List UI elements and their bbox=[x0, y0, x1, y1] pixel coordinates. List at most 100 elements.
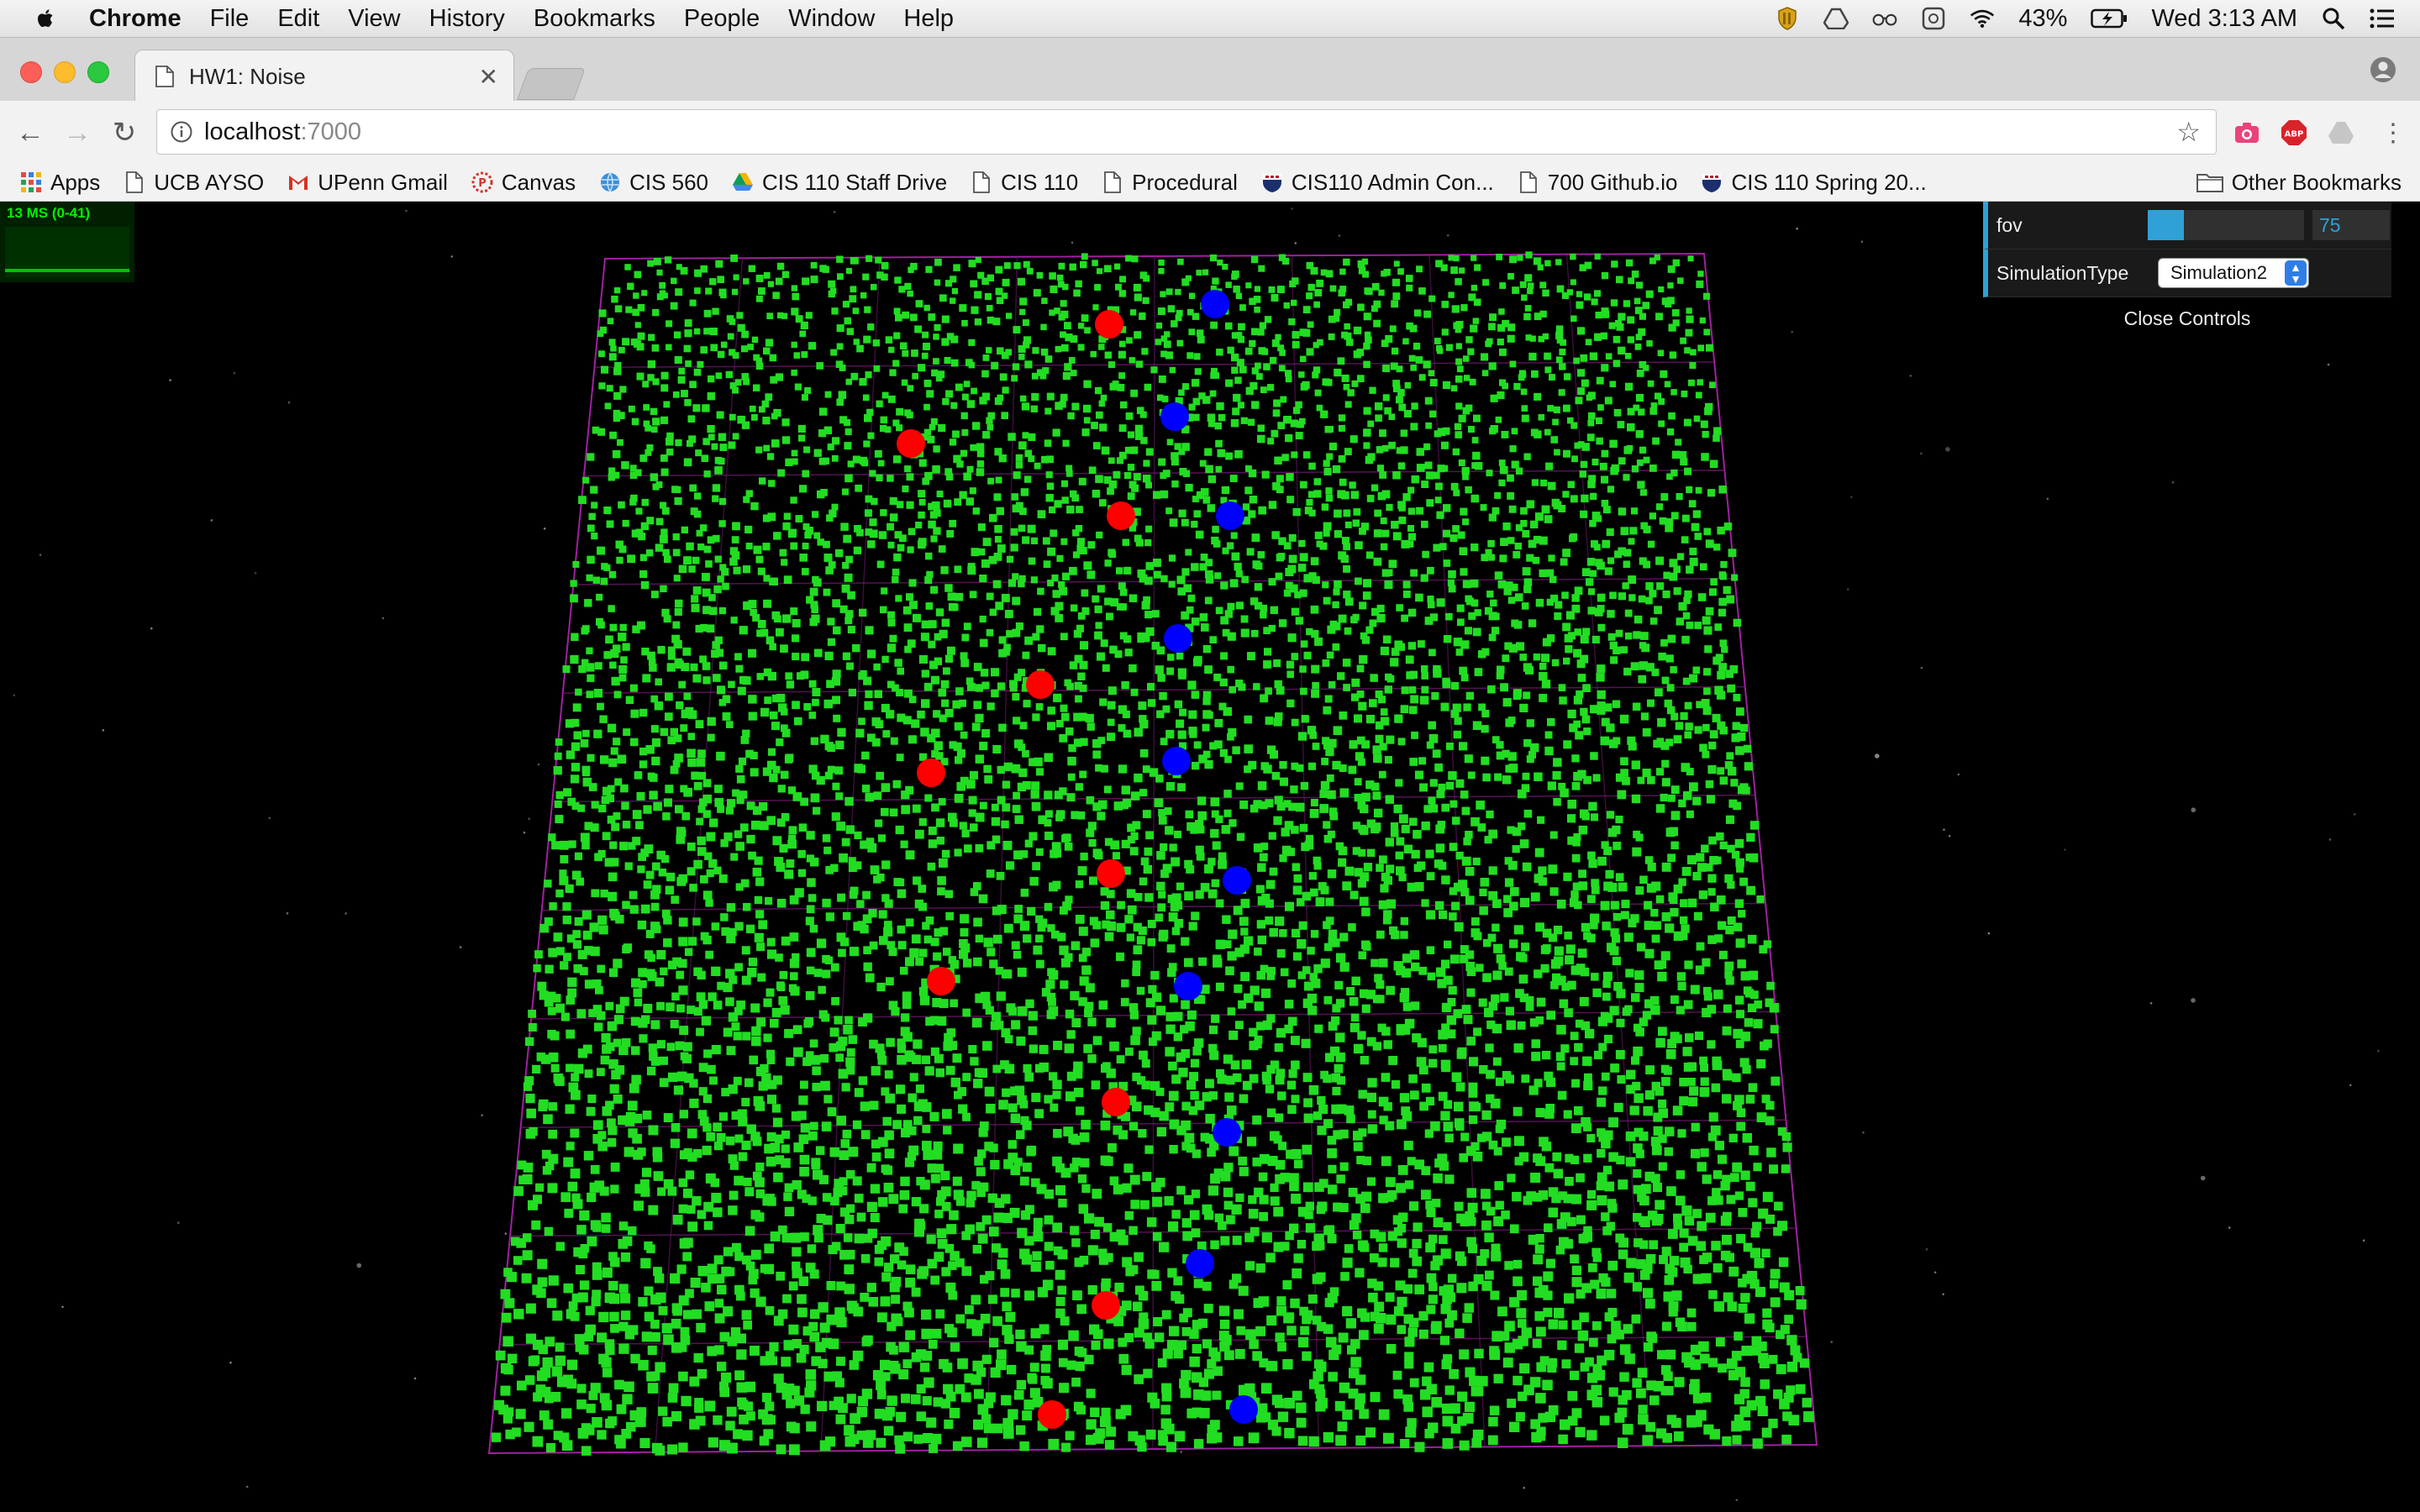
particle bbox=[952, 1053, 962, 1063]
bookmark-cis-110-staff-drive[interactable]: CIS 110 Staff Drive bbox=[732, 170, 947, 196]
particle bbox=[1221, 486, 1229, 495]
particle bbox=[1669, 351, 1677, 359]
wifi-icon[interactable] bbox=[1970, 6, 1995, 31]
particle bbox=[1298, 921, 1307, 930]
particle bbox=[581, 769, 591, 777]
close-window-button[interactable] bbox=[20, 61, 42, 83]
particle bbox=[858, 672, 866, 680]
particle bbox=[927, 862, 936, 871]
clock[interactable]: Wed 3:13 AM bbox=[2151, 4, 2297, 32]
particle bbox=[1297, 898, 1305, 906]
bookmark-cis-560[interactable]: CIS 560 bbox=[599, 170, 708, 196]
particle bbox=[1602, 992, 1611, 1001]
particle bbox=[1130, 1035, 1140, 1046]
particle bbox=[1249, 381, 1258, 390]
particle bbox=[1553, 758, 1562, 767]
reload-icon[interactable]: ↻ bbox=[112, 117, 137, 149]
particle bbox=[1556, 1025, 1566, 1035]
apple-icon[interactable] bbox=[34, 6, 59, 31]
particle bbox=[961, 633, 970, 642]
bookmark-procedural[interactable]: Procedural bbox=[1102, 170, 1238, 196]
particle bbox=[1049, 272, 1056, 280]
camera-extension-icon[interactable] bbox=[2233, 119, 2260, 146]
particle bbox=[845, 610, 854, 618]
particle bbox=[566, 750, 575, 759]
chrome-menu-icon[interactable]: ⋮ bbox=[2381, 118, 2406, 147]
shield-extension-icon[interactable] bbox=[1775, 6, 1800, 31]
menu-file[interactable]: File bbox=[209, 4, 250, 32]
particle bbox=[951, 288, 958, 295]
particle bbox=[1735, 1039, 1744, 1048]
particle bbox=[954, 722, 963, 731]
google-drive-extension-icon[interactable] bbox=[2328, 119, 2354, 146]
particle bbox=[1055, 601, 1064, 611]
address-bar[interactable]: localhost:7000 ☆ bbox=[156, 109, 2217, 155]
profile-avatar-icon[interactable] bbox=[2370, 56, 2396, 83]
particle bbox=[1697, 863, 1707, 872]
screen-share-icon[interactable] bbox=[1921, 6, 1946, 31]
forward-arrow-icon[interactable]: → bbox=[63, 116, 92, 149]
particle bbox=[696, 758, 706, 767]
particle bbox=[1672, 259, 1680, 267]
spotlight-search-icon[interactable] bbox=[2321, 6, 2346, 31]
particle bbox=[639, 748, 648, 756]
adblock-plus-icon[interactable]: ABP bbox=[2281, 119, 2307, 146]
bookmark-700-github-io[interactable]: 700 Github.io bbox=[1518, 170, 1677, 196]
particle bbox=[706, 832, 716, 842]
bookmark-cis-110-spring[interactable]: CIS 110 Spring 20... bbox=[1701, 170, 1927, 196]
particle bbox=[687, 867, 696, 876]
particle bbox=[923, 343, 930, 350]
particle bbox=[697, 771, 706, 780]
glasses-icon[interactable] bbox=[1872, 6, 1897, 31]
particle bbox=[763, 347, 771, 354]
close-tab-icon[interactable]: ✕ bbox=[478, 63, 498, 90]
particle bbox=[1706, 795, 1715, 804]
menu-history[interactable]: History bbox=[429, 4, 505, 32]
menu-bookmarks[interactable]: Bookmarks bbox=[533, 4, 655, 32]
particle bbox=[799, 554, 808, 562]
menu-edit[interactable]: Edit bbox=[277, 4, 320, 32]
tab-hw1-noise[interactable]: HW1: Noise ✕ bbox=[134, 50, 514, 102]
particle bbox=[842, 562, 850, 570]
bookmark-cis-110[interactable]: CIS 110 bbox=[971, 170, 1078, 196]
menu-people[interactable]: People bbox=[683, 4, 760, 32]
zoom-window-button[interactable] bbox=[87, 61, 109, 83]
back-arrow-icon[interactable]: ← bbox=[16, 116, 45, 149]
battery-percent[interactable]: 43% bbox=[2018, 4, 2068, 32]
particle bbox=[1319, 804, 1329, 813]
battery-charging-icon[interactable] bbox=[2091, 6, 2128, 31]
notification-center-icon[interactable] bbox=[2370, 6, 2395, 31]
minimize-window-button[interactable] bbox=[54, 61, 76, 83]
menu-help[interactable]: Help bbox=[903, 4, 955, 32]
bookmark-apps[interactable]: Apps bbox=[20, 170, 100, 196]
particle bbox=[1165, 1047, 1175, 1057]
particle bbox=[1462, 355, 1470, 362]
google-drive-status-icon[interactable] bbox=[1823, 6, 1849, 31]
particle bbox=[1219, 678, 1228, 687]
particle bbox=[610, 747, 618, 755]
bookmark-canvas[interactable]: P Canvas bbox=[471, 170, 576, 196]
menu-view[interactable]: View bbox=[348, 4, 401, 32]
bookmark-star-icon[interactable]: ☆ bbox=[2176, 117, 2201, 147]
particle bbox=[1634, 297, 1641, 305]
particle bbox=[712, 484, 721, 492]
bookmark-cis110-admin-con[interactable]: CIS110 Admin Con... bbox=[1261, 170, 1494, 196]
particle bbox=[1612, 912, 1622, 921]
webgl-viewport[interactable]: 13 MS (0-41) fov 75 SimulationType Simul… bbox=[0, 202, 2420, 1512]
particle bbox=[1018, 743, 1026, 751]
particle bbox=[1567, 836, 1576, 845]
bookmark-ucb-ayso[interactable]: UCB AYSO bbox=[124, 170, 264, 196]
menu-window[interactable]: Window bbox=[788, 4, 876, 32]
particle-scene[interactable] bbox=[0, 202, 2420, 1512]
other-bookmarks-folder[interactable]: Other Bookmarks bbox=[2196, 164, 2402, 201]
particle bbox=[1683, 791, 1692, 801]
particle bbox=[1202, 750, 1211, 759]
app-menu-chrome[interactable]: Chrome bbox=[89, 4, 182, 32]
particle bbox=[730, 853, 739, 861]
particle bbox=[1244, 993, 1254, 1003]
bookmark-upenn-gmail[interactable]: UPenn Gmail bbox=[287, 170, 448, 196]
new-tab-button[interactable] bbox=[517, 68, 586, 100]
particle bbox=[571, 870, 581, 880]
particle bbox=[663, 401, 671, 408]
info-icon[interactable] bbox=[171, 121, 192, 143]
